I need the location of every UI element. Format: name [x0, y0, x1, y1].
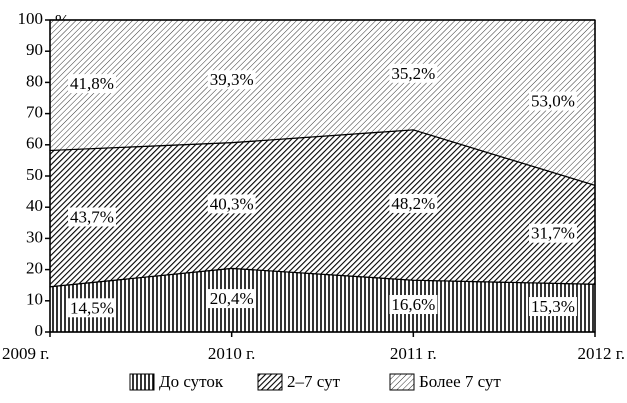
value-label-text: 20,4% [210, 289, 254, 308]
value-label-bg [207, 194, 256, 214]
y-tick-label: 20 [26, 259, 43, 278]
y-tick-label: 30 [26, 227, 43, 246]
value-label-bg [68, 74, 116, 94]
value-label-bg [207, 70, 256, 90]
value-label-bg [389, 63, 438, 83]
value-label: 43,7% [68, 207, 116, 227]
x-tick-label: 2011 г. [390, 344, 437, 363]
value-label: 48,2% [389, 193, 438, 213]
value-label-text: 40,3% [210, 194, 254, 213]
legend-swatch [257, 373, 283, 391]
y-tick-label: 0 [35, 321, 44, 340]
y-tick-label: 90 [26, 40, 43, 59]
value-label-bg [529, 91, 577, 111]
value-label-bg [68, 298, 116, 318]
legend-swatch [389, 373, 415, 391]
legend-label: 2–7 сут [287, 372, 341, 391]
y-tick-label: 80 [26, 71, 43, 90]
y-tick-label: 100 [18, 9, 44, 28]
y-tick-label: 60 [26, 134, 43, 153]
value-label: 39,3% [207, 70, 256, 90]
value-label-text: 16,6% [391, 295, 435, 314]
value-label: 31,7% [529, 223, 577, 243]
value-label-bg [529, 223, 577, 243]
value-label: 15,3% [529, 297, 577, 317]
value-label: 40,3% [207, 194, 256, 214]
value-label-bg [389, 193, 438, 213]
x-tick-label: 2009 г. [2, 344, 50, 363]
y-tick-label: 50 [26, 165, 43, 184]
value-label-bg [207, 289, 256, 309]
value-label: 41,8% [68, 74, 116, 94]
value-label-text: 43,7% [70, 207, 114, 226]
y-tick-label: 40 [26, 196, 43, 215]
value-label-text: 41,8% [70, 74, 114, 93]
x-tick-label: 2010 г. [208, 344, 256, 363]
value-label-text: 39,3% [210, 70, 254, 89]
legend-swatch [129, 373, 155, 391]
value-label: 35,2% [389, 63, 438, 83]
value-label-text: 14,5% [70, 298, 114, 317]
value-label: 53,0% [529, 91, 577, 111]
value-label: 20,4% [207, 289, 256, 309]
legend-label: Более 7 сут [419, 372, 501, 391]
value-label-text: 15,3% [531, 297, 575, 316]
x-tick-label: 2012 г. [577, 344, 625, 363]
value-label: 16,6% [389, 295, 438, 315]
value-label-text: 48,2% [391, 194, 435, 213]
value-label-text: 53,0% [531, 92, 575, 111]
value-label-bg [389, 295, 438, 315]
legend-label: До суток [159, 372, 224, 391]
y-tick-label: 10 [26, 290, 43, 309]
value-label-bg [529, 297, 577, 317]
value-label-bg [68, 207, 116, 227]
y-tick-label: 70 [26, 103, 43, 122]
value-label: 14,5% [68, 298, 116, 318]
value-label-text: 31,7% [531, 224, 575, 243]
value-label-text: 35,2% [391, 64, 435, 83]
